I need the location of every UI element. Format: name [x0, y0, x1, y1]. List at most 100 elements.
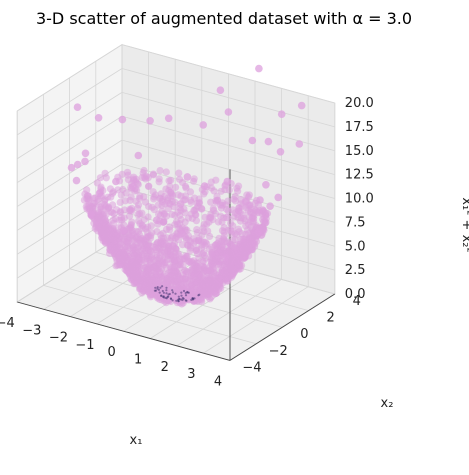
cloud-point [233, 184, 241, 192]
core-point [184, 299, 187, 302]
data-point [223, 213, 231, 222]
cloud-point [101, 169, 109, 177]
cloud-point [141, 198, 149, 206]
data-point [297, 101, 306, 110]
z-tick-label: 12.5 [345, 168, 374, 183]
y-axis-line [229, 293, 336, 361]
data-point [81, 149, 90, 158]
grid-line-z [16, 44, 123, 112]
cloud-point [109, 219, 118, 227]
cloud-point [187, 244, 195, 252]
cloud-point [174, 208, 182, 216]
cloud-point [95, 214, 103, 222]
core-point [171, 289, 174, 292]
data-point [262, 181, 270, 189]
core-point [159, 286, 162, 289]
cloud-point [193, 245, 201, 253]
grid-line-z [121, 139, 335, 199]
data-point [73, 160, 82, 169]
cloud-point [208, 263, 216, 271]
cloud-point [141, 173, 149, 181]
cloud-point [96, 205, 104, 213]
cloud-point [181, 182, 190, 190]
cloud-point [167, 234, 176, 242]
cloud-point [198, 241, 206, 249]
core-point [174, 292, 177, 295]
data-point [87, 210, 96, 219]
cloud-point [224, 197, 232, 205]
data-point [112, 177, 120, 186]
cloud-point [214, 265, 222, 273]
core-point [182, 297, 185, 300]
scatter-points [67, 64, 306, 262]
core-point [167, 293, 170, 296]
cloud-point [186, 188, 195, 196]
core-point [184, 294, 188, 297]
grid-line-z [16, 235, 123, 303]
cloud-point [130, 280, 138, 288]
cloud-point [207, 178, 215, 186]
cloud-point [184, 232, 192, 240]
cloud-point [231, 197, 240, 205]
cloud-point [220, 267, 228, 275]
cloud-point [161, 239, 169, 247]
data-point [146, 117, 154, 125]
core-point [182, 289, 186, 293]
cloud-point [203, 277, 211, 285]
cloud-point [151, 267, 159, 275]
cloud-point [225, 186, 233, 194]
core-point [177, 295, 180, 298]
cloud-point [245, 235, 253, 243]
cloud-point [179, 275, 187, 283]
z-tick-label: 2.5 [345, 263, 366, 278]
data-point [67, 163, 76, 172]
cloud-point [96, 174, 104, 182]
cloud-point [133, 271, 142, 279]
cloud-point [134, 204, 142, 212]
cloud-point [210, 187, 218, 195]
cloud-point [145, 182, 153, 190]
z-tick-label: 5.0 [345, 239, 366, 254]
cloud-point [124, 176, 132, 184]
x-tick-label: −3 [22, 323, 41, 338]
x-tick-label: −2 [49, 331, 68, 346]
cloud-point [193, 226, 201, 234]
cloud-point [155, 178, 163, 186]
cloud-point [252, 237, 261, 245]
core-point [197, 294, 200, 297]
core-point [162, 291, 165, 294]
cloud-point [82, 203, 90, 211]
core-point [158, 291, 161, 294]
data-point [81, 157, 89, 166]
cloud-point [144, 242, 152, 250]
cloud-point [148, 203, 156, 211]
cloud-point [145, 276, 153, 284]
y-tick-label: −2 [269, 344, 288, 359]
x-tick-label: 0 [107, 345, 115, 360]
x-axis-line [17, 301, 231, 361]
cloud-point [110, 246, 119, 254]
data-point [94, 114, 103, 122]
data-point [255, 64, 263, 73]
cloud-point [211, 210, 220, 218]
data-point [118, 115, 127, 124]
cloud-point [170, 203, 178, 211]
cloud-point [163, 247, 172, 255]
data-point [254, 228, 263, 237]
core-point [161, 285, 164, 288]
cloud-point [183, 283, 191, 291]
z-tick-label: 17.5 [345, 120, 374, 135]
core-point [167, 295, 170, 298]
data-point [266, 202, 274, 210]
cloud-point [233, 231, 241, 239]
cloud-point [181, 266, 189, 274]
cloud-point [206, 232, 214, 240]
grid-line-z [121, 44, 335, 104]
core-point [154, 286, 157, 289]
cloud-point [198, 231, 206, 239]
core-point [156, 286, 159, 289]
cloud-point [167, 176, 175, 184]
data-point [199, 121, 207, 129]
data-point [248, 136, 257, 145]
